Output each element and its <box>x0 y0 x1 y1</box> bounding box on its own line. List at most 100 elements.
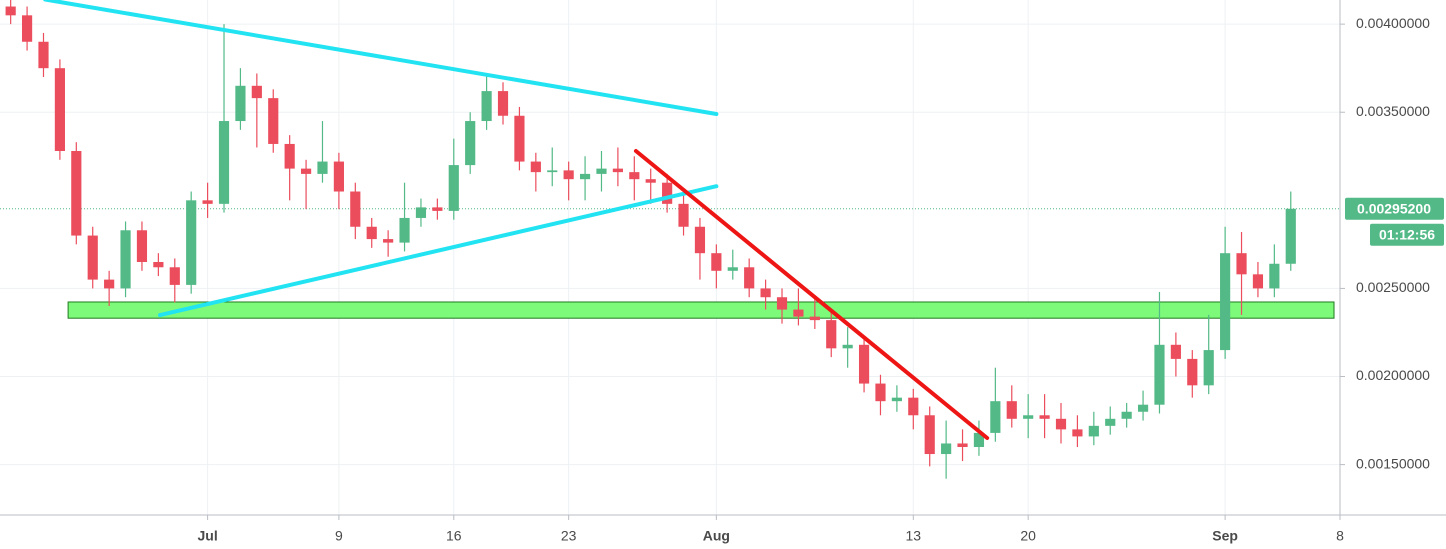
candle-body <box>202 200 213 204</box>
candle-body <box>662 182 673 204</box>
candle-body <box>120 230 131 289</box>
candle-body <box>826 320 837 349</box>
candle-body <box>744 267 755 289</box>
candle-body <box>1121 411 1132 419</box>
trendline <box>633 148 990 441</box>
candle-body <box>366 226 377 240</box>
candle-body <box>21 15 33 42</box>
candle-body <box>1285 208 1296 264</box>
candle-body <box>71 150 82 236</box>
candle-body <box>268 98 279 144</box>
candle-body <box>235 85 246 122</box>
support-zone <box>67 301 1335 319</box>
candle-body <box>448 165 459 211</box>
candle-body <box>415 207 427 218</box>
candle-body <box>1187 358 1198 386</box>
candle-body <box>760 288 771 298</box>
candle-body <box>957 443 968 447</box>
last-price-label: 0.00295200 <box>1357 200 1431 216</box>
candle-body <box>5 6 16 16</box>
candle-body <box>186 200 197 285</box>
candle-body <box>1039 415 1050 419</box>
candle-body <box>317 161 328 174</box>
x-tick-label: Sep <box>1212 528 1238 544</box>
candle-body <box>251 85 262 99</box>
y-tick-label: 0.00250000 <box>1356 279 1430 295</box>
candle-body <box>547 170 558 173</box>
candle-body <box>563 170 574 180</box>
x-tick-label: 13 <box>906 528 922 544</box>
candle-body <box>842 344 853 349</box>
last-price-box <box>1345 197 1444 220</box>
candle-body <box>1088 425 1099 437</box>
candle-body <box>1072 429 1083 437</box>
candle-body <box>645 179 656 183</box>
candle-body <box>1006 401 1017 419</box>
candle-body <box>87 235 98 280</box>
axes: 0.00150000 0.00200000 0.00250000 0.00350000… <box>197 15 1444 544</box>
candle-body <box>1269 263 1280 289</box>
candle-body <box>1252 274 1264 289</box>
candle-body <box>104 279 115 289</box>
x-tick-label: 8 <box>1336 528 1344 544</box>
candle-body <box>1055 418 1067 430</box>
candle-body <box>579 173 591 180</box>
x-tick-label: 16 <box>446 528 462 544</box>
candle-body <box>924 415 935 455</box>
x-tick-label: Jul <box>197 528 217 544</box>
candle-body <box>612 168 623 173</box>
candle-body <box>1203 350 1214 386</box>
candle-body <box>497 91 509 116</box>
candle-body <box>383 239 394 243</box>
countdown-box <box>1370 223 1444 246</box>
candle-body <box>776 297 788 310</box>
candle-body <box>350 191 361 227</box>
candle-body <box>38 41 49 69</box>
candle-body <box>284 143 295 169</box>
candle-body <box>908 397 919 416</box>
candle-body <box>1236 253 1247 275</box>
countdown-label: 01:12:56 <box>1379 226 1435 242</box>
y-tick-label: 0.00350000 <box>1356 103 1430 119</box>
candle-body <box>465 121 476 166</box>
candle-body <box>990 401 1001 433</box>
candle-body <box>727 267 738 271</box>
y-tick-label: 0.00200000 <box>1356 367 1430 383</box>
candle-body <box>629 172 640 180</box>
candle-body <box>1220 253 1231 351</box>
candle-body <box>1105 418 1116 426</box>
candle-body <box>218 121 230 204</box>
candle-body <box>481 91 492 122</box>
candle-body <box>875 383 886 402</box>
candle-body <box>169 267 180 285</box>
candle-body <box>711 253 722 271</box>
candle-body <box>973 432 985 447</box>
candle-body <box>1137 404 1149 412</box>
plot-area <box>0 0 1340 479</box>
x-tick-label: Aug <box>703 528 730 544</box>
candle-body <box>432 207 443 211</box>
candle-body <box>809 316 820 321</box>
y-tick-label: 0.00150000 <box>1356 455 1430 471</box>
candle-body <box>793 309 804 317</box>
x-tick-label: 9 <box>335 528 343 544</box>
candle-body <box>530 161 541 173</box>
trendline <box>158 184 719 318</box>
candle-body <box>514 115 525 162</box>
x-tick-label: 23 <box>561 528 577 544</box>
candle-body <box>54 68 65 151</box>
candle-body <box>678 203 689 227</box>
y-tick-label: 0.00400000 <box>1356 15 1430 31</box>
candle-body <box>153 261 164 268</box>
candle-body <box>858 344 870 384</box>
candle-body <box>399 217 410 243</box>
x-tick-label: 20 <box>1020 528 1036 544</box>
candle-body <box>694 226 706 254</box>
candle-body <box>333 161 344 192</box>
candle-body <box>891 397 902 402</box>
candle-body <box>136 230 148 262</box>
candle-body <box>1023 415 1034 419</box>
candle-body <box>596 168 607 174</box>
candle-body <box>1154 344 1165 405</box>
